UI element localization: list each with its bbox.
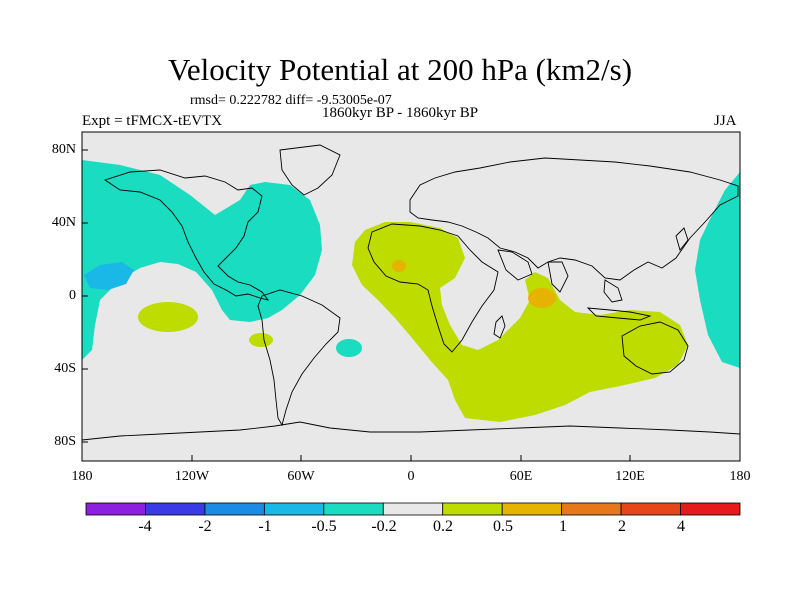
colorbar-swatch bbox=[145, 502, 206, 516]
y-tick-label: 40S bbox=[54, 361, 76, 376]
rmsd-diff-stats: rmsd= 0.222782 diff= -9.53005e-07 bbox=[190, 93, 392, 108]
region-negative-core bbox=[84, 262, 134, 290]
colorbar-swatch bbox=[382, 502, 444, 516]
colorbar-label: 1 bbox=[559, 518, 567, 535]
region-positive-small bbox=[249, 333, 273, 347]
season-label: JJA bbox=[714, 113, 737, 129]
x-tick-label: 120E bbox=[615, 469, 645, 484]
x-tick-label: 180 bbox=[729, 469, 751, 484]
region-negative-north bbox=[82, 160, 322, 360]
colorbar-swatch bbox=[442, 502, 503, 516]
x-tick-label: 0 bbox=[407, 469, 415, 484]
tick-marks bbox=[81, 149, 741, 461]
colorbar-swatch bbox=[501, 502, 563, 516]
colorbar-label: -1 bbox=[258, 518, 272, 535]
colorbar-swatch bbox=[204, 502, 265, 516]
x-tick-label: 60E bbox=[509, 469, 533, 484]
region-negative-west-pacific bbox=[695, 172, 740, 368]
x-tick-label: 180 bbox=[71, 469, 93, 484]
colorbar-label: 0.2 bbox=[433, 518, 453, 535]
colorbar-label: -2 bbox=[198, 518, 212, 535]
colorbar bbox=[85, 502, 741, 516]
region-positive-pacific bbox=[138, 302, 198, 332]
colorbar-label: -0.5 bbox=[311, 518, 337, 535]
coastlines bbox=[82, 144, 740, 441]
colorbar-swatch bbox=[620, 502, 681, 516]
y-tick-label: 80N bbox=[51, 142, 76, 157]
colorbar-swatch bbox=[680, 502, 741, 516]
x-tick-label: 60W bbox=[287, 469, 315, 484]
chart-title: Velocity Potential at 200 hPa (km2/s) bbox=[167, 52, 633, 87]
region-positive-core-africa bbox=[392, 260, 406, 272]
y-tick-label: 80S bbox=[54, 434, 76, 449]
experiment-label: Expt = tFMCX-tEVTX bbox=[82, 113, 223, 129]
colorbar-label: 4 bbox=[677, 518, 685, 535]
colorbar-swatch bbox=[263, 502, 325, 516]
region-positive-core-arabian bbox=[528, 288, 556, 308]
colorbar-swatch bbox=[561, 502, 622, 516]
y-tick-label: 0 bbox=[69, 288, 76, 303]
colorbar-swatch bbox=[85, 502, 146, 516]
region-negative-small bbox=[336, 339, 362, 357]
colorbar-swatch bbox=[323, 502, 384, 516]
colorbar-label: -0.2 bbox=[371, 518, 397, 535]
colorbar-label: 0.5 bbox=[493, 518, 513, 535]
colorbar-label: 2 bbox=[618, 518, 626, 535]
colorbar-label: -4 bbox=[138, 518, 152, 535]
y-tick-label: 40N bbox=[51, 215, 76, 230]
region-positive-main bbox=[352, 222, 688, 422]
x-tick-label: 120W bbox=[174, 469, 210, 484]
period-label: 1860kyr BP - 1860kyr BP bbox=[322, 105, 479, 121]
